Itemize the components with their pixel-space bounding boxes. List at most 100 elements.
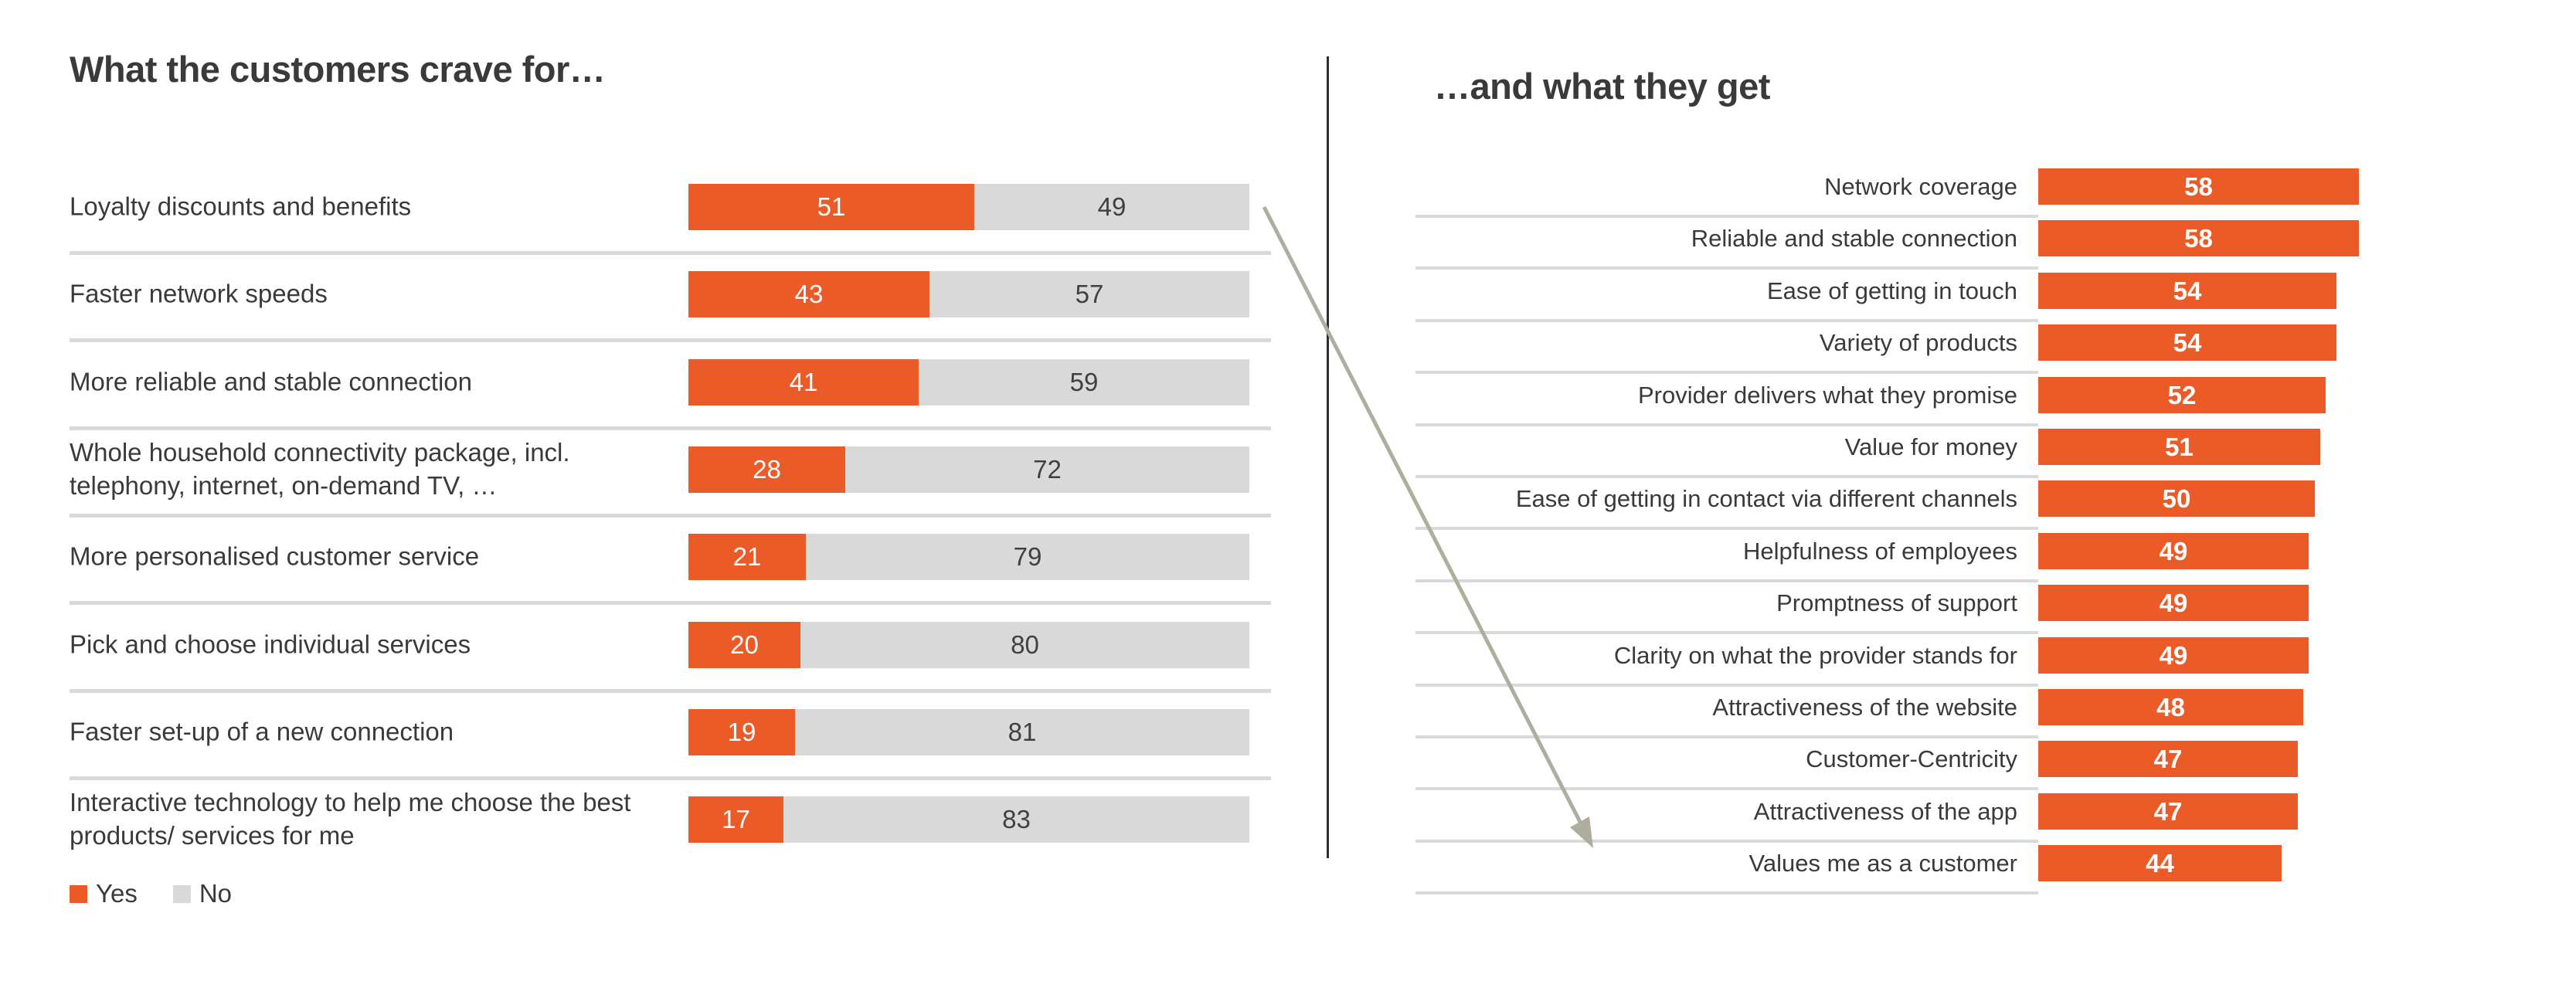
row-separator <box>70 514 1271 518</box>
score-value-label: 52 <box>2167 381 2197 409</box>
score-bar <box>2038 689 2303 725</box>
score-value-label: 49 <box>2159 589 2188 617</box>
category-label: Faster network speeds <box>70 279 328 308</box>
score-value-label: 47 <box>2153 797 2183 826</box>
yes-value-label: 41 <box>789 368 818 396</box>
row-separator <box>1415 787 2038 790</box>
no-bar-segment <box>845 446 1249 493</box>
left-chart-title: What the customers crave for… <box>70 49 606 90</box>
score-value-label: 51 <box>2165 433 2194 461</box>
yes-value-label: 17 <box>722 805 750 833</box>
row-separator <box>70 689 1271 693</box>
row-separator <box>1415 579 2038 582</box>
row-separator <box>1415 371 2038 374</box>
yes-bar-segment <box>688 446 845 493</box>
row-separator <box>1415 840 2038 843</box>
category-label: Values me as a customer <box>1748 849 2017 877</box>
yes-value-label: 28 <box>753 455 781 484</box>
row-separator <box>1415 215 2038 218</box>
score-bar <box>2038 273 2336 309</box>
no-value-label: 72 <box>1033 455 1062 484</box>
score-bar <box>2038 741 2298 777</box>
score-bar <box>2038 168 2359 205</box>
score-bar <box>2038 324 2336 361</box>
row-separator <box>1415 527 2038 530</box>
category-label: Interactive technology to help me choose… <box>70 788 631 850</box>
no-bar-segment <box>919 359 1249 406</box>
no-value-label: 79 <box>1013 542 1042 571</box>
row-separator <box>1415 684 2038 687</box>
score-bar <box>2038 480 2315 517</box>
score-bar <box>2038 220 2359 256</box>
legend: Yes No <box>70 879 232 908</box>
category-label: Value for money <box>1844 433 2017 460</box>
category-label: Pick and choose individual services <box>70 630 471 659</box>
yes-bar-segment <box>688 271 929 317</box>
category-label: Faster set-up of a new connection <box>70 717 454 746</box>
score-value-label: 44 <box>2146 849 2174 877</box>
category-label: Provider delivers what they promise <box>1637 381 2017 409</box>
score-value-label: 58 <box>2184 224 2213 253</box>
score-value-label: 48 <box>2156 693 2185 721</box>
row-separator <box>1415 475 2038 478</box>
no-value-label: 49 <box>1097 192 1127 221</box>
no-bar-segment <box>800 622 1249 668</box>
score-value-label: 49 <box>2159 641 2188 670</box>
category-label: Whole household connectivity package, in… <box>70 438 570 500</box>
row-separator <box>70 426 1271 430</box>
row-separator <box>1415 319 2038 322</box>
score-value-label: 54 <box>2173 328 2202 357</box>
no-value-label: 59 <box>1069 368 1099 396</box>
category-label: Reliable and stable connection <box>1691 224 2017 252</box>
legend-no-swatch <box>172 884 191 903</box>
yes-bar-segment <box>688 622 800 668</box>
category-label: Network coverage <box>1824 172 2017 200</box>
row-separator <box>1415 891 2038 894</box>
category-label: Variety of products <box>1819 328 2017 356</box>
right-chart-title: …and what they get <box>1434 66 1770 107</box>
yes-value-label: 43 <box>794 280 824 308</box>
row-separator <box>70 338 1271 342</box>
row-separator <box>1415 631 2038 634</box>
category-label: Customer-Centricity <box>1806 745 2017 772</box>
category-label: More reliable and stable connection <box>70 367 472 396</box>
legend-yes-swatch <box>70 884 87 903</box>
yes-bar-segment <box>688 709 795 755</box>
category-label: Clarity on what the provider stands for <box>1613 641 2017 669</box>
score-value-label: 58 <box>2184 172 2213 201</box>
no-bar-segment <box>974 184 1249 230</box>
score-bar <box>2038 845 2282 881</box>
yes-value-label: 20 <box>730 630 759 659</box>
no-value-label: 81 <box>1008 718 1037 746</box>
legend-yes-label: Yes <box>96 879 138 908</box>
no-value-label: 83 <box>1002 805 1031 833</box>
category-label: Promptness of support <box>1776 589 2017 616</box>
yes-bar-segment <box>688 796 783 843</box>
no-bar-segment <box>929 271 1249 317</box>
yes-bar-segment <box>688 534 806 580</box>
score-value-label: 47 <box>2153 745 2183 773</box>
category-label: Ease of getting in touch <box>1766 277 2017 304</box>
no-bar-segment <box>795 709 1249 755</box>
score-bar <box>2038 585 2309 621</box>
score-bar <box>2038 637 2309 674</box>
score-bar <box>2038 429 2320 465</box>
score-bar <box>2038 377 2326 413</box>
category-label: Loyalty discounts and benefits <box>70 192 412 221</box>
score-bar <box>2038 793 2298 830</box>
row-separator <box>1415 423 2038 426</box>
panel-divider-line <box>1327 56 1329 858</box>
yes-value-label: 19 <box>727 718 756 746</box>
no-value-label: 57 <box>1075 280 1104 308</box>
score-bar <box>2038 533 2309 569</box>
category-label: Helpfulness of employees <box>1743 537 2017 565</box>
no-value-label: 80 <box>1011 630 1039 659</box>
yes-value-label: 51 <box>817 192 846 221</box>
row-separator <box>1415 735 2038 738</box>
score-value-label: 54 <box>2173 277 2202 305</box>
row-separator <box>70 251 1271 255</box>
no-bar-segment <box>806 534 1249 580</box>
category-label: Attractiveness of the website <box>1712 693 2017 721</box>
score-value-label: 50 <box>2162 484 2191 513</box>
yes-bar-segment <box>688 184 974 230</box>
